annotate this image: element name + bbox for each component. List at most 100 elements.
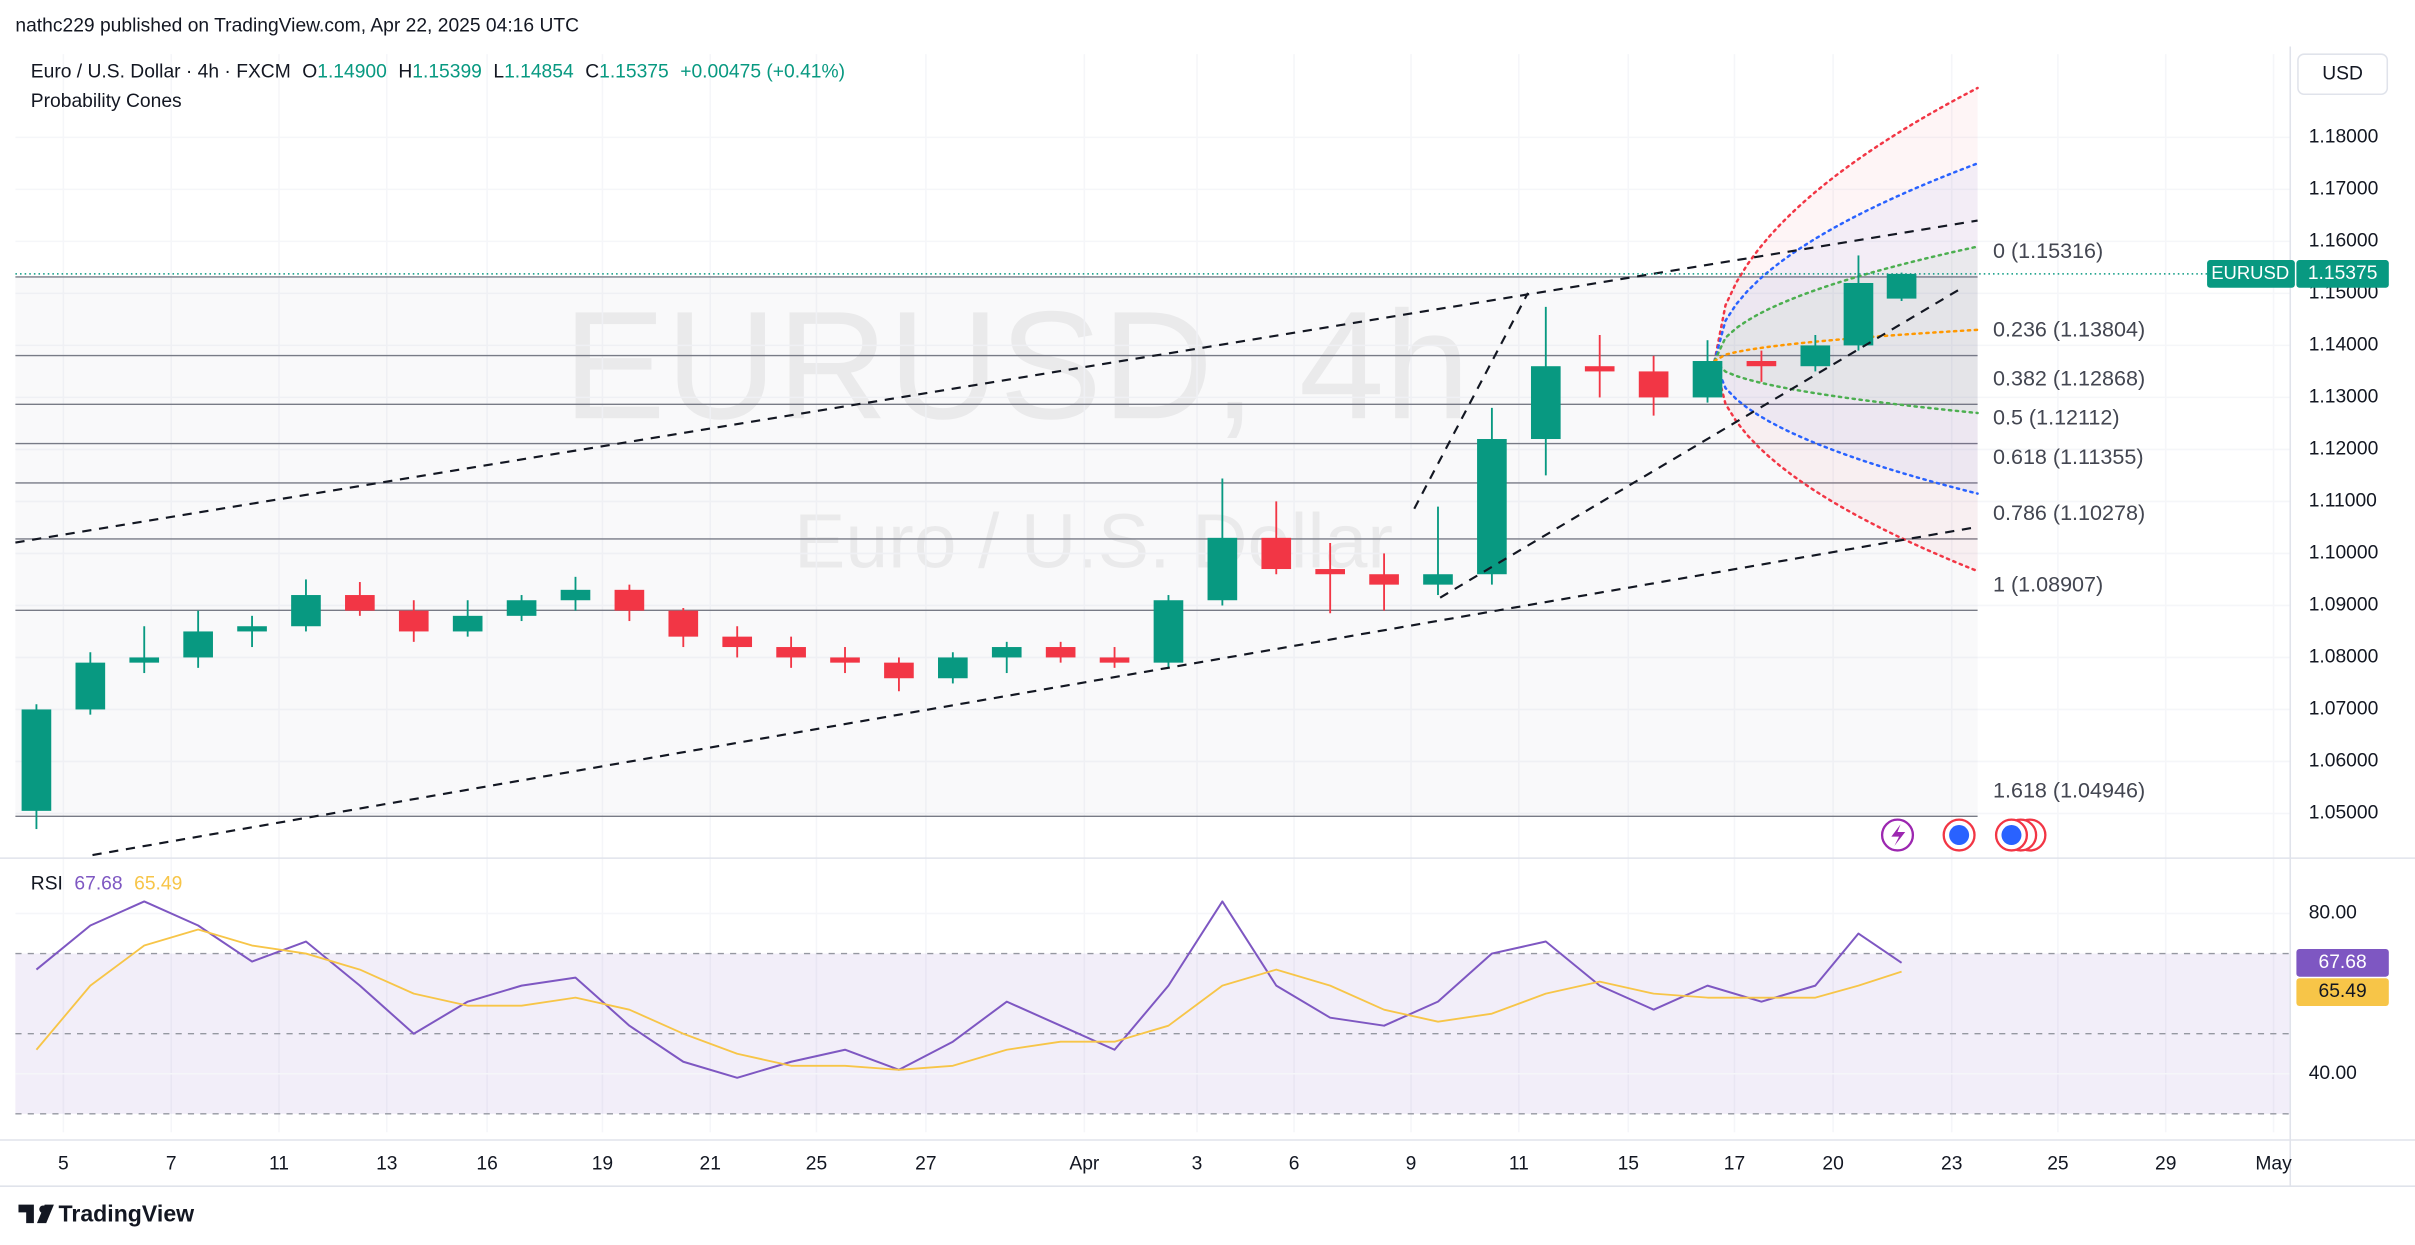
candle-body bbox=[237, 626, 267, 632]
candle-body bbox=[614, 589, 645, 611]
y-tick-label: 1.09000 bbox=[2309, 595, 2379, 616]
fib-zone bbox=[15, 443, 1978, 483]
candle-body bbox=[1099, 657, 1130, 663]
x-tick-label: Apr bbox=[1069, 1154, 1100, 1175]
rsi-line bbox=[35, 900, 1903, 1079]
watermark-symbol: EURUSD, 4h bbox=[563, 279, 1470, 451]
symbol-name: Euro / U.S. Dollar · 4h · FXCM bbox=[31, 62, 291, 83]
candle-body bbox=[398, 610, 429, 632]
ohlc-label: O bbox=[302, 62, 317, 83]
candle-body bbox=[1530, 366, 1561, 440]
rsi-value: 67.68 bbox=[74, 873, 122, 894]
fib-label: 0.5 (1.12112) bbox=[1993, 405, 2120, 430]
x-tick-label: 13 bbox=[376, 1154, 397, 1175]
x-tick-label: 6 bbox=[1289, 1154, 1300, 1175]
trendline bbox=[92, 525, 1978, 857]
x-tick-label: 19 bbox=[592, 1154, 613, 1175]
candle-body bbox=[884, 662, 914, 679]
candle-body bbox=[1369, 574, 1399, 585]
fib-label: 1.618 (1.04946) bbox=[1993, 777, 2145, 802]
y-tick-label: 1.10000 bbox=[2309, 543, 2379, 564]
rsi-tick-label: 80.00 bbox=[2309, 903, 2357, 924]
icon-glyph bbox=[2001, 825, 2022, 846]
candle-body bbox=[776, 647, 806, 658]
indicator-legend[interactable]: Probability Cones bbox=[31, 91, 182, 112]
candle-body bbox=[991, 647, 1022, 658]
candle-body bbox=[452, 615, 483, 632]
icon-glyph bbox=[1949, 825, 1970, 846]
candle-body bbox=[345, 595, 375, 611]
y-tick-label: 1.11000 bbox=[2309, 491, 2377, 512]
rsi-ma-line bbox=[35, 928, 1902, 1071]
cone-edge bbox=[1713, 359, 1979, 415]
x-tick-label: May bbox=[2255, 1154, 2292, 1175]
x-tick-label: 29 bbox=[2155, 1154, 2176, 1175]
candle-body bbox=[75, 662, 106, 710]
x-tick-label: 11 bbox=[1509, 1154, 1529, 1175]
cone-edge bbox=[1713, 359, 1979, 573]
brand-logo bbox=[18, 1204, 54, 1224]
ohlc-label: C bbox=[585, 62, 599, 83]
fib-zone bbox=[15, 538, 1978, 611]
candle-body bbox=[183, 631, 213, 658]
price-tag bbox=[2296, 260, 2389, 288]
cone-edge bbox=[1713, 86, 1979, 363]
rsi-value-tag-text: 67.68 bbox=[2319, 952, 2367, 973]
logo-dot bbox=[39, 1205, 47, 1214]
y-tick-label: 1.13000 bbox=[2309, 386, 2379, 407]
rsi-value-tag bbox=[2296, 978, 2389, 1006]
fib-zone bbox=[15, 276, 1978, 356]
candle-body bbox=[1886, 273, 1917, 299]
x-tick-label: 20 bbox=[1822, 1154, 1843, 1175]
plot-layer: 0 (1.15316) 0.236 (1.13804) 0.382 (1.12868… bbox=[15, 54, 2291, 1133]
fib-zone bbox=[15, 610, 1978, 817]
x-tick-label: 5 bbox=[58, 1154, 69, 1175]
candle-body bbox=[668, 610, 699, 637]
candle-body bbox=[722, 636, 753, 648]
candle-body bbox=[1423, 574, 1453, 585]
candle-body bbox=[1638, 371, 1669, 398]
fib-label: 0.786 (1.10278) bbox=[1993, 500, 2145, 525]
y-tick-label: 1.18000 bbox=[2309, 126, 2379, 147]
candle-body bbox=[1746, 361, 1777, 367]
x-tick-label: 25 bbox=[2047, 1154, 2068, 1175]
drawing-icons bbox=[1880, 818, 2047, 852]
x-tick-label: 17 bbox=[1724, 1154, 1745, 1175]
fib-zone bbox=[15, 404, 1978, 444]
candle-body bbox=[21, 709, 52, 811]
y-tick-label: 1.16000 bbox=[2309, 230, 2379, 251]
candle-body bbox=[1477, 439, 1507, 575]
symbol-tag-text: EURUSD bbox=[2211, 262, 2289, 283]
candle-body bbox=[560, 589, 591, 601]
ohlc-label: L bbox=[493, 62, 504, 83]
candle-body bbox=[1584, 366, 1615, 372]
candle-body bbox=[938, 657, 968, 679]
fib-label: 0.382 (1.12868) bbox=[1993, 365, 2145, 390]
rsi-title: RSI bbox=[31, 873, 63, 894]
y-tick-label: 1.07000 bbox=[2309, 699, 2379, 720]
rsi-tick-label: 40.00 bbox=[2309, 1063, 2357, 1084]
publish-header: nathc229 published on TradingView.com, A… bbox=[15, 16, 579, 37]
brand[interactable]: TradingView bbox=[59, 1201, 196, 1227]
candle-body bbox=[291, 595, 321, 627]
y-tick-label: 1.08000 bbox=[2309, 647, 2379, 668]
x-tick-label: 7 bbox=[166, 1154, 177, 1175]
watermark-description: Euro / U.S. Dollar bbox=[794, 498, 1393, 584]
candle-body bbox=[1261, 537, 1292, 570]
y-tick-label: 1.05000 bbox=[2309, 803, 2379, 824]
currency-button[interactable] bbox=[2297, 53, 2389, 95]
x-tick-label: 23 bbox=[1941, 1154, 1962, 1175]
fib-zone bbox=[15, 482, 1978, 539]
rsi-legend[interactable]: RSI 67.68 65.49 bbox=[31, 873, 183, 894]
currency: USD bbox=[2322, 63, 2363, 84]
symbol-tag bbox=[2207, 260, 2295, 288]
fib-zone bbox=[15, 355, 1978, 405]
x-tick-label: 11 bbox=[269, 1154, 289, 1175]
cone-edge bbox=[1713, 359, 1979, 495]
candle-body bbox=[1153, 600, 1184, 663]
fib-label: 1 (1.08907) bbox=[1993, 571, 2103, 596]
rsi-value-tag-text: 65.49 bbox=[2319, 981, 2367, 1002]
candle-body bbox=[1207, 537, 1238, 601]
